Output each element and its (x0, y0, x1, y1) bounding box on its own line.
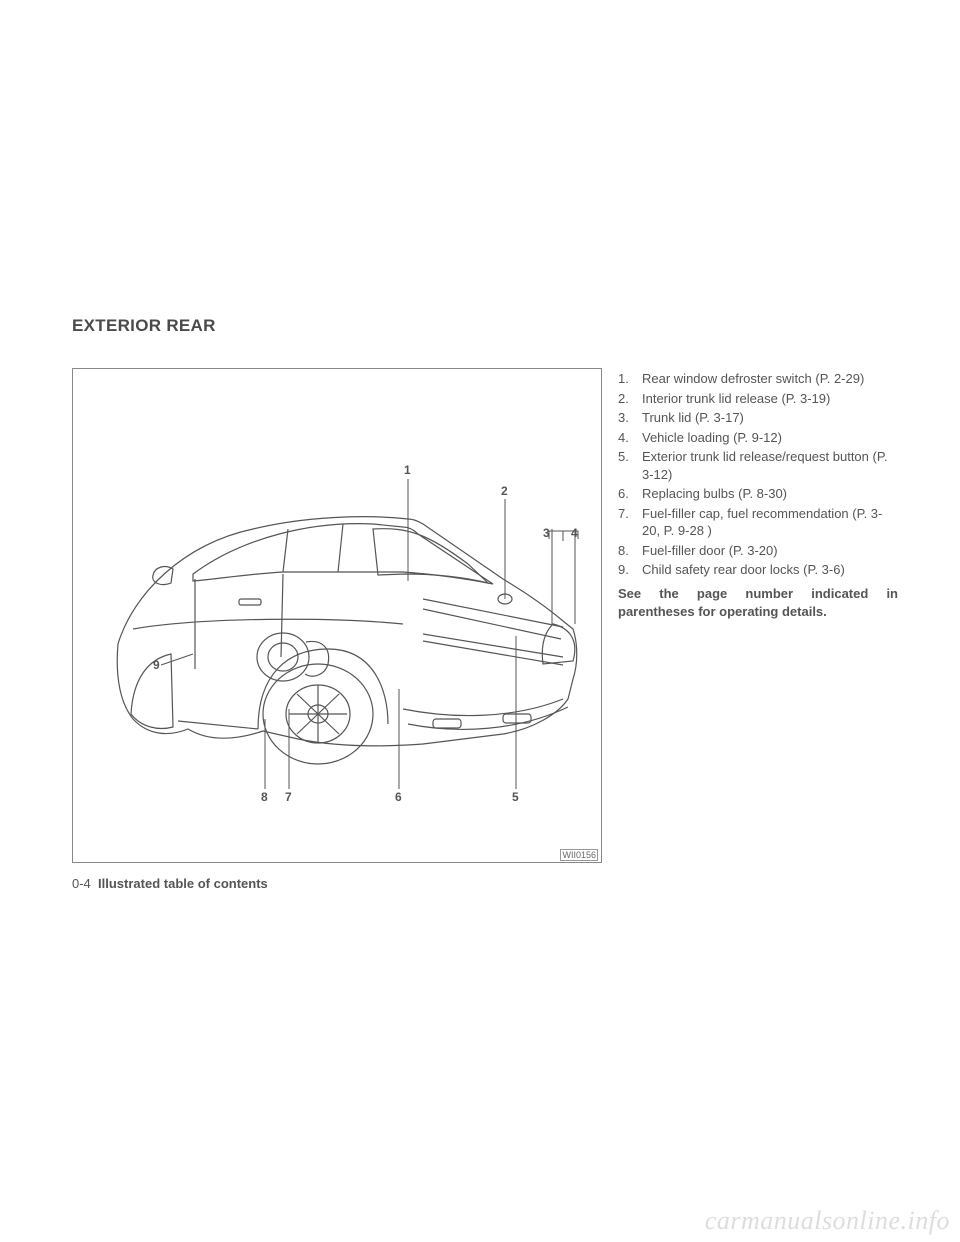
footer-label: Illustrated table of contents (98, 876, 268, 891)
legend-item-text: Fuel-filler door (P. 3-20) (642, 542, 898, 560)
legend-item-text: Fuel-filler cap, fuel recommendation (P.… (642, 505, 898, 540)
legend-item-number: 4. (618, 429, 642, 447)
manual-page: EXTERIOR REAR (0, 0, 960, 1242)
legend-item: 5.Exterior trunk lid release/request but… (618, 448, 898, 483)
legend-item-number: 1. (618, 370, 642, 388)
legend-item-text: Trunk lid (P. 3-17) (642, 409, 898, 427)
legend-item: 8.Fuel-filler door (P. 3-20) (618, 542, 898, 560)
callout-number: 8 (261, 790, 268, 804)
legend-item-text: Exterior trunk lid release/request butto… (642, 448, 898, 483)
legend-item: 6.Replacing bulbs (P. 8-30) (618, 485, 898, 503)
legend-item-text: Child safety rear door locks (P. 3-6) (642, 561, 898, 579)
watermark: carmanualsonline.info (705, 1206, 950, 1236)
legend-item-number: 7. (618, 505, 642, 540)
callout-number: 5 (512, 790, 519, 804)
car-diagram: 123456789 (73, 369, 603, 864)
legend-item: 2.Interior trunk lid release (P. 3-19) (618, 390, 898, 408)
legend-item-text: Replacing bulbs (P. 8-30) (642, 485, 898, 503)
legend-item-number: 2. (618, 390, 642, 408)
legend-item-number: 8. (618, 542, 642, 560)
legend-item-text: Interior trunk lid release (P. 3-19) (642, 390, 898, 408)
legend-item-number: 3. (618, 409, 642, 427)
legend-item-text: Vehicle loading (P. 9-12) (642, 429, 898, 447)
callout-number: 2 (501, 484, 508, 498)
section-title: EXTERIOR REAR (72, 316, 216, 336)
legend-item-number: 5. (618, 448, 642, 483)
legend-item: 3.Trunk lid (P. 3-17) (618, 409, 898, 427)
legend-item: 9.Child safety rear door locks (P. 3-6) (618, 561, 898, 579)
callout-number: 4 (571, 526, 578, 540)
figure-frame: 123456789 WII0156 (72, 368, 602, 863)
legend-item: 4.Vehicle loading (P. 9-12) (618, 429, 898, 447)
legend-note: See the page number indicated in parenth… (618, 585, 898, 620)
page-footer: 0-4 Illustrated table of contents (72, 876, 268, 891)
legend-item: 1.Rear window defroster switch (P. 2-29) (618, 370, 898, 388)
callout-number: 7 (285, 790, 292, 804)
legend-item-number: 6. (618, 485, 642, 503)
legend-item-number: 9. (618, 561, 642, 579)
callout-number: 6 (395, 790, 402, 804)
legend-item: 7.Fuel-filler cap, fuel recommendation (… (618, 505, 898, 540)
page-number: 0-4 (72, 876, 91, 891)
figure-code: WII0156 (560, 849, 598, 861)
legend-list: 1.Rear window defroster switch (P. 2-29)… (618, 370, 898, 620)
legend-item-text: Rear window defroster switch (P. 2-29) (642, 370, 898, 388)
callout-number: 1 (404, 463, 411, 477)
callout-number: 9 (153, 658, 160, 672)
